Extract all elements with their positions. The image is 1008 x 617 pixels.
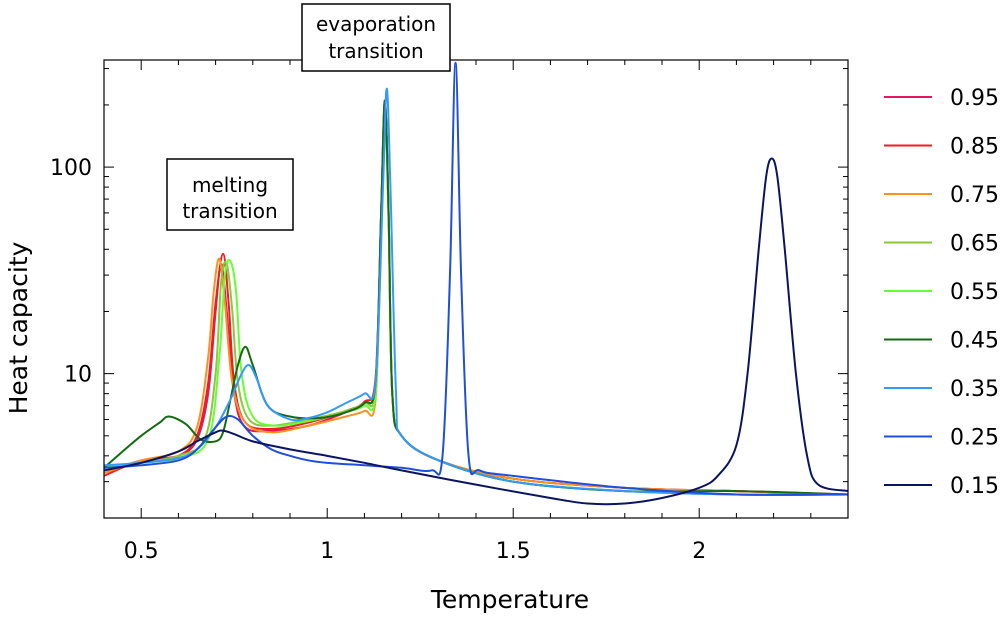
legend-label-0.95: 0.95 bbox=[950, 86, 999, 111]
x-tick-label: 1 bbox=[320, 539, 334, 564]
axis-ticks: 0.5 1 1.5 2 10 100 bbox=[50, 60, 849, 564]
evaporation-annotation-line-2: transition bbox=[328, 39, 423, 63]
series-line-0.25 bbox=[104, 61, 848, 496]
x-axis-title: Temperature bbox=[430, 585, 589, 614]
legend-label-0.25: 0.25 bbox=[950, 426, 999, 451]
legend-label-0.55: 0.55 bbox=[950, 280, 999, 305]
legend-label-0.65: 0.65 bbox=[950, 232, 999, 257]
legend-label-0.85: 0.85 bbox=[950, 135, 999, 160]
legend-label-0.15: 0.15 bbox=[950, 474, 999, 499]
series-layer bbox=[104, 61, 848, 506]
y-tick-label: 100 bbox=[50, 156, 92, 181]
evaporation-transition-annotation: evaporation transition bbox=[301, 3, 451, 72]
x-tick-label: 2 bbox=[692, 539, 706, 564]
y-tick-label: 10 bbox=[64, 363, 92, 388]
series-line-0.75 bbox=[104, 108, 848, 496]
x-tick-label: 0.5 bbox=[124, 539, 159, 564]
melting-annotation-line-1: melting bbox=[192, 173, 268, 197]
melting-annotation-line-2: transition bbox=[182, 199, 277, 223]
x-tick-label: 1.5 bbox=[496, 539, 531, 564]
series-line-0.35 bbox=[104, 87, 848, 496]
y-axis-title: Heat capacity bbox=[4, 241, 33, 414]
evaporation-annotation-line-1: evaporation bbox=[316, 12, 436, 36]
plot-frame bbox=[103, 59, 849, 519]
legend-label-0.75: 0.75 bbox=[950, 183, 999, 208]
legend-label-0.35: 0.35 bbox=[950, 377, 999, 402]
melting-transition-annotation: melting transition bbox=[166, 158, 294, 231]
legend-label-0.45: 0.45 bbox=[950, 329, 999, 354]
series-line-0.15 bbox=[104, 157, 848, 506]
legend: 0.95 0.85 0.75 0.65 0.55 0.45 0.35 0.25 0.15 bbox=[884, 86, 999, 499]
